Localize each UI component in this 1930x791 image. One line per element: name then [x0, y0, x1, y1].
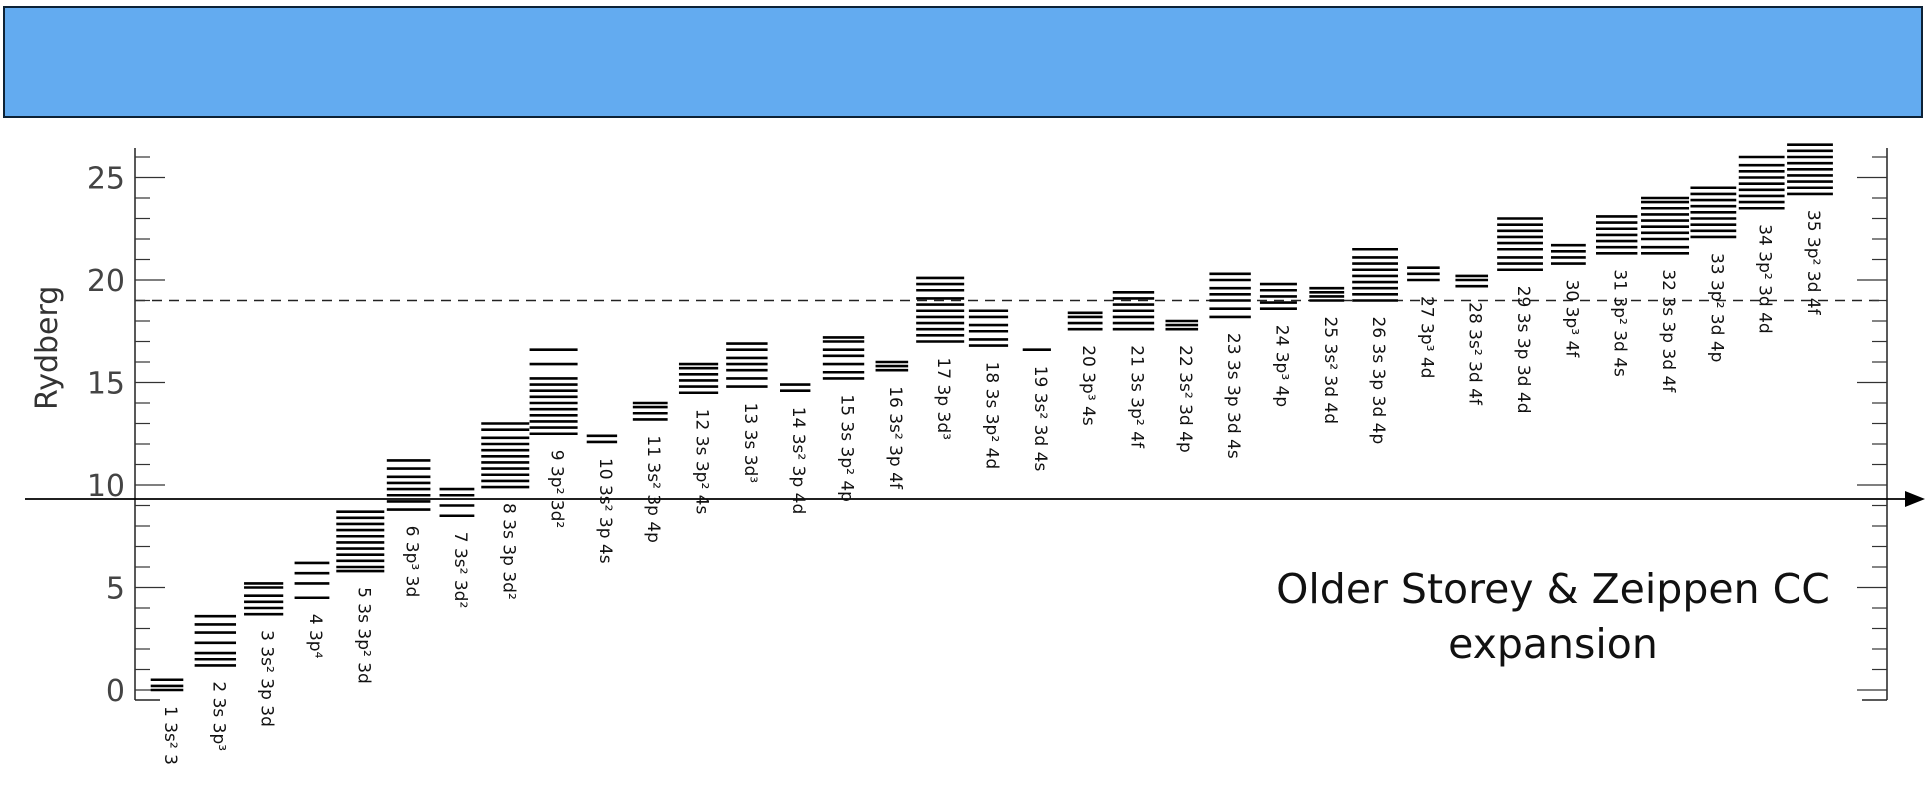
configuration-label: 35 3p² 3d 4f [1803, 210, 1823, 316]
configuration-label: 19 3s² 3d 4s [1030, 366, 1050, 472]
configuration-labels: 1 3s² 3 2 3s 3p³ 3 3s² 3p 3d 4 3p⁴ 5 3s 3p² … [160, 210, 1823, 765]
configuration-label: 22 3s² 3d 4p [1175, 345, 1195, 453]
configuration-label: 16 3s² 3p 4f [885, 386, 905, 490]
configuration-label: 25 3s² 3d 4d [1320, 317, 1340, 425]
y-tick-label: 15 [87, 367, 125, 402]
configuration-label: 4 3p⁴ [305, 614, 325, 659]
configuration-label: 11 3s² 3p 4p [643, 435, 663, 543]
configuration-label: 32 3s 3p 3d 4f [1658, 269, 1678, 393]
configuration-label: 20 3p³ 4s [1078, 345, 1098, 426]
y-tick-label: 5 [106, 572, 125, 607]
energy-levels [150, 143, 1833, 692]
header-banner [3, 6, 1923, 118]
y-tick-label: 0 [106, 674, 125, 709]
configuration-label: 26 3s 3p 3d 4p [1368, 317, 1388, 445]
configuration-label: 34 3p² 3d 4d [1755, 224, 1775, 333]
y-tick-label: 20 [87, 264, 125, 299]
configuration-label: 7 3s² 3d² [450, 532, 470, 609]
configuration-label: 27 3p³ 4d [1416, 296, 1436, 378]
configuration-label: 17 3p 3d³ [933, 358, 953, 440]
configuration-label: 9 3p² 3d² [547, 450, 567, 528]
y-tick-label: 25 [87, 162, 125, 197]
y-axis: 0 5 10 15 20 25 [87, 156, 1887, 709]
annotation-line-2: expansion [1448, 620, 1658, 668]
y-tick-label: 10 [87, 469, 125, 504]
arrow-head [1905, 491, 1925, 507]
configuration-label: 5 3s 3p² 3d [353, 587, 373, 684]
configuration-label: 21 3s 3p² 4f [1126, 345, 1146, 449]
configuration-label: 14 3s² 3p 4d [788, 407, 808, 515]
configuration-label: 1 3s² 3 [160, 706, 180, 765]
configuration-label: 23 3s 3p 3d 4s [1223, 333, 1243, 459]
configuration-label: 31 3p² 3d 4s [1610, 269, 1630, 377]
configuration-label: 15 3s 3p² 4p [837, 394, 857, 502]
configuration-label: 13 3s 3d³ [740, 403, 760, 484]
annotation-line-1: Older Storey & Zeippen CC [1276, 565, 1830, 613]
configuration-label: 2 3s 3p³ [208, 681, 228, 751]
configuration-label: 10 3s² 3p 4s [595, 458, 615, 564]
configuration-label: 30 3p³ 4f [1561, 280, 1581, 359]
configuration-label: 3 3s² 3p 3d [257, 630, 277, 727]
configuration-label: 18 3s 3p² 4d [982, 362, 1002, 470]
configuration-label: 29 3s 3p 3d 4d [1513, 286, 1533, 414]
y-axis-label: Rydberg [30, 286, 65, 410]
configuration-label: 28 3s² 3d 4f [1465, 302, 1485, 406]
configuration-label: 24 3p³ 4p [1271, 325, 1291, 407]
configuration-label: 6 3p³ 3d [402, 526, 422, 598]
configuration-label: 33 3p² 3d 4p [1706, 253, 1726, 362]
configuration-label: 8 3s 3p 3d² [498, 503, 518, 600]
configuration-label: 12 3s 3p² 4s [692, 409, 712, 515]
